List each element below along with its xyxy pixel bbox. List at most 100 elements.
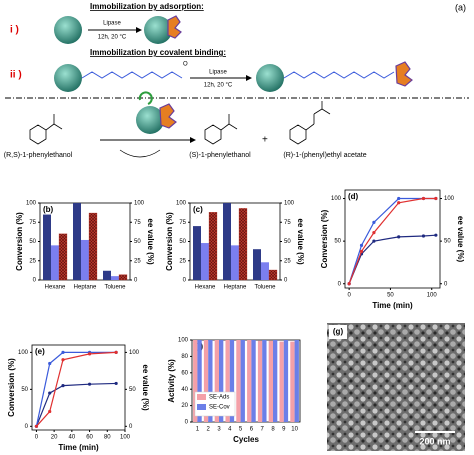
reagent: Lipase [209,70,227,76]
marker [347,282,351,286]
x-tick-label: 6 [250,427,254,433]
x-tick-label: 1 [196,427,200,433]
y-tick-label: 50 [334,239,341,245]
y-tick-label: 0 [338,281,342,287]
marker [397,235,401,239]
y2-tick-label: 0 [134,278,138,284]
bar [214,340,219,422]
bar [118,274,128,281]
panel-label: (a) [455,2,466,12]
marker [114,350,118,354]
bar [251,340,256,422]
marker [87,352,92,356]
bar [208,212,218,281]
panel-label: (e) [35,347,45,356]
y2-tick-label: 0 [444,281,448,287]
legend-label: SE-Cov [209,405,230,411]
bar [240,340,245,422]
bar [273,340,278,422]
bar [193,340,198,422]
y-tick-label: 40 [181,387,188,393]
bar [51,245,59,280]
product2-label: (R)-1-(phenyl)ethyl acetate [283,152,366,159]
y-tick-label: 0 [33,278,37,284]
x-tick-label: 100 [427,293,438,299]
bar [225,340,230,422]
y2-tick-label: 100 [129,350,140,356]
panel-label: (b) [43,205,54,214]
y2-axis-label: ee value (%) [296,218,305,265]
y-axis-label: Activity (%) [167,359,176,403]
bar [223,203,231,280]
bar [283,340,289,422]
y-tick-label: 20 [181,403,188,409]
line [348,197,436,284]
nanoparticle [54,16,82,44]
x-tick-label: 3 [217,427,221,433]
marker [372,231,376,235]
y2-tick-label: 100 [284,201,295,207]
step-title: Immobilization by covalent binding: [90,48,226,57]
marker [397,196,401,201]
step-label: ii ) [10,70,22,81]
y-axis-label: Conversion (%) [15,212,24,271]
y2-tick-label: 100 [134,201,145,207]
y2-axis-label: ee value (%) [456,216,465,263]
bar [268,340,273,422]
conditions: 12h, 20 °C [204,83,233,89]
label-box [329,325,347,339]
scale-label: 200 nm [419,436,450,446]
marker [48,409,52,414]
x-tick-label: Toluene [104,285,126,291]
nanoparticle [144,16,172,44]
bar [261,262,269,280]
plus: + [262,135,268,146]
y-tick-label: 50 [21,387,28,393]
panel-label: (g) [333,327,344,336]
x-tick-label: 40 [69,435,76,441]
y-tick-label: 25 [179,258,186,264]
line [35,382,117,427]
marker [114,381,118,386]
plot-frame [344,189,441,289]
bar [193,226,201,280]
x-tick-label: 0 [35,435,39,441]
y-tick-label: 75 [29,220,36,226]
y-tick-label: 75 [179,220,186,226]
marker [359,249,364,253]
marker [61,350,65,354]
bar [88,212,98,281]
y2-tick-label: 75 [284,220,291,226]
y2-tick-label: 50 [129,387,136,393]
marker [61,358,65,362]
bar [219,340,224,422]
reagent: Lipase [103,21,121,27]
legend-swatch [197,394,206,400]
bar [58,233,68,281]
marker [434,233,438,237]
arrowhead [136,27,142,33]
arrowhead [246,75,252,81]
bar [279,341,284,422]
y-tick-label: 0 [183,278,187,284]
panel-label: (c) [193,205,203,214]
marker [359,243,364,247]
x-axis-label: Time (min) [372,301,413,310]
bar [103,270,111,280]
linker [81,71,183,79]
y-tick-label: 50 [29,239,36,245]
bar [197,340,202,422]
marker [372,239,376,243]
y-axis-label: Conversion (%) [320,209,329,268]
x-tick-label: Heptane [224,285,247,291]
legend-swatch [197,404,206,410]
x-tick-label: 8 [271,427,275,433]
substrate-label: (R,S)-1-phenylethanol [4,152,73,159]
line [348,234,436,284]
bar [81,239,89,280]
curved-arrow [119,149,161,158]
step-title: Immobilization by adsorption: [90,2,204,11]
y-axis-label: Conversion (%) [7,358,16,417]
legend-label: SE-Ads [209,395,229,401]
bar [229,340,235,422]
